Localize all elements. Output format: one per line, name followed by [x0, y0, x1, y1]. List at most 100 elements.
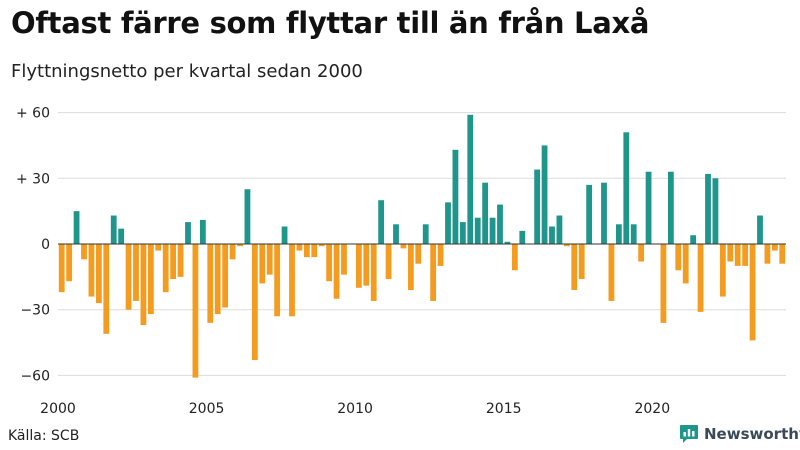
bar [58, 244, 65, 293]
bar [177, 244, 184, 277]
bar [244, 189, 251, 244]
bar [779, 244, 786, 264]
y-tick-label: + 60 [16, 106, 50, 122]
bar [95, 244, 102, 304]
bar [318, 244, 325, 247]
bar [289, 244, 295, 317]
bar [452, 149, 459, 244]
bar [296, 244, 303, 251]
bar [73, 211, 80, 244]
bar [133, 244, 139, 301]
bar [266, 244, 273, 275]
bar [549, 226, 555, 244]
bar [445, 202, 451, 244]
bar [571, 244, 578, 290]
bar [623, 132, 630, 244]
bar [274, 244, 281, 317]
bar [474, 217, 481, 244]
chart-title: Oftast färre som flyttar till än från La… [11, 6, 650, 40]
bar [727, 244, 734, 262]
x-tick-label: 2010 [337, 401, 373, 417]
bar [185, 222, 191, 244]
bar [199, 219, 206, 244]
bar [400, 244, 407, 249]
bar [578, 244, 585, 280]
bar [667, 171, 674, 244]
bar [237, 244, 243, 247]
bar [534, 169, 541, 244]
bar [459, 222, 466, 244]
brand-name: Newsworthy [704, 425, 800, 443]
bar [407, 244, 414, 290]
bar [207, 244, 214, 323]
bar [697, 244, 704, 312]
bar [757, 215, 763, 244]
bar [638, 244, 645, 262]
bar [170, 244, 177, 280]
source-note: Källa: SCB [8, 428, 80, 444]
bar [742, 244, 749, 266]
bar [155, 244, 162, 251]
bar [88, 244, 95, 297]
bar [437, 244, 444, 266]
brand-logo[interactable]: Newsworthy [679, 424, 800, 444]
x-tick-label: 2000 [40, 401, 76, 417]
bar [125, 244, 132, 310]
bar [311, 244, 318, 258]
x-axis-labels: 2000 2005 2010 2015 2020 [40, 401, 670, 417]
bar [511, 244, 518, 271]
bars [58, 114, 786, 378]
bar [504, 241, 511, 244]
x-tick-label: 2020 [634, 401, 670, 417]
bar [712, 178, 719, 244]
bar [771, 244, 778, 251]
bar [497, 204, 503, 244]
bar [615, 224, 622, 244]
bar [682, 244, 689, 284]
bar [489, 217, 496, 244]
bar [385, 244, 392, 280]
x-tick-label: 2015 [486, 401, 522, 417]
bar [251, 244, 258, 361]
bar [749, 244, 756, 341]
bar [363, 244, 370, 286]
bar [430, 244, 437, 301]
y-tick-label: 0 [41, 237, 50, 253]
bar [147, 244, 154, 315]
bar [482, 182, 489, 244]
bar [645, 171, 652, 244]
bar [341, 244, 347, 275]
bar [355, 244, 362, 288]
bar [608, 244, 615, 301]
bar [393, 224, 399, 244]
bar [660, 244, 667, 323]
bar [118, 228, 125, 244]
bar [563, 244, 570, 247]
bar [556, 215, 563, 244]
bar [586, 184, 593, 244]
y-tick-label: −30 [20, 303, 50, 319]
chart-subtitle: Flyttningsnetto per kvartal sedan 2000 [11, 61, 363, 82]
bar [140, 244, 147, 326]
bar [467, 114, 474, 244]
y-tick-label: + 30 [16, 171, 50, 187]
bar [764, 244, 771, 264]
bar [66, 244, 73, 282]
bar [719, 244, 726, 297]
x-tick-label: 2005 [189, 401, 225, 417]
bar [630, 224, 637, 244]
bar [103, 244, 110, 334]
bar [229, 244, 236, 260]
bar [281, 226, 288, 244]
y-tick-label: −60 [20, 368, 50, 384]
bar [110, 215, 117, 244]
bar [541, 145, 548, 244]
bar [422, 224, 429, 244]
bar [378, 200, 385, 244]
bar [415, 244, 422, 264]
bar [675, 244, 682, 271]
bar [214, 244, 221, 315]
bar [259, 244, 266, 284]
y-axis-labels: + 60 + 30 0 −30 −60 [16, 106, 50, 385]
